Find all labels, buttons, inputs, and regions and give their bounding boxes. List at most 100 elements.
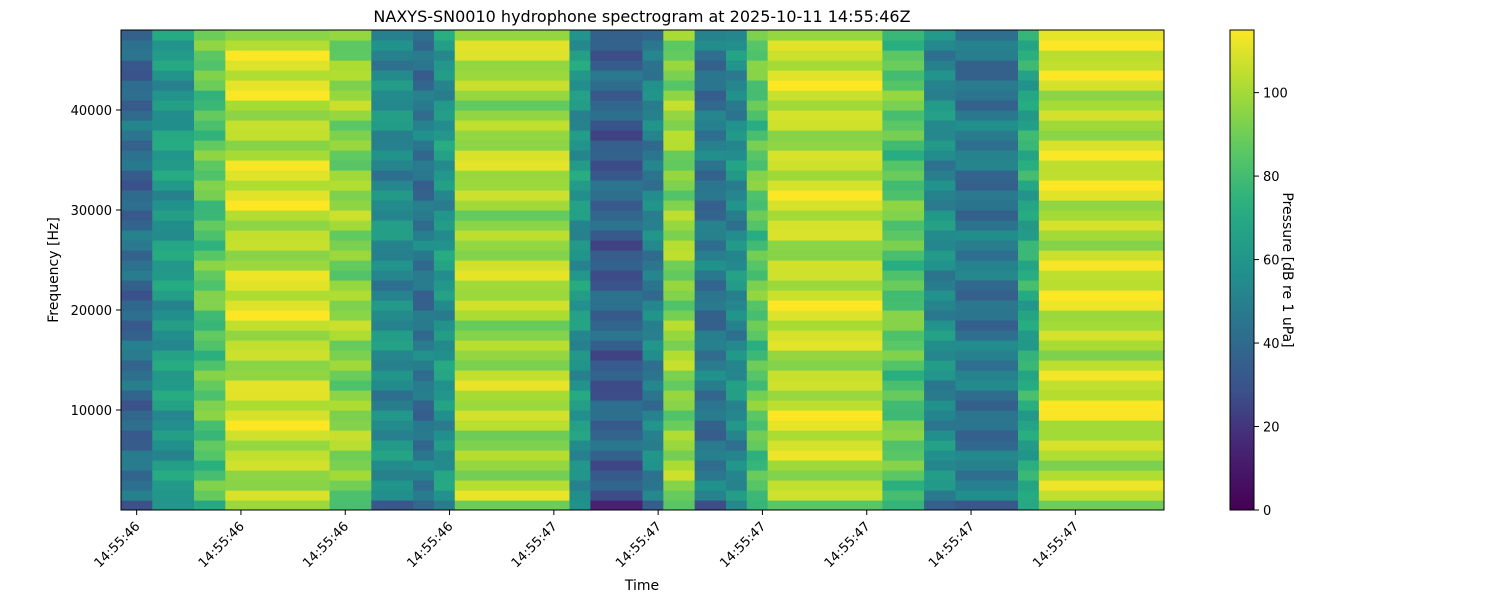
heatmap-cell [329, 190, 372, 201]
heatmap-cell [152, 480, 195, 491]
heatmap-cell [433, 170, 456, 181]
heatmap-cell [1038, 420, 1164, 431]
heatmap-cell [413, 110, 435, 121]
heatmap-cell [725, 480, 748, 491]
heatmap-cell [725, 490, 748, 501]
heatmap-cell [663, 130, 696, 141]
heatmap-cell [569, 60, 591, 71]
heatmap-cell [225, 410, 331, 421]
heatmap-cell [1038, 430, 1164, 441]
heatmap-cell [882, 30, 925, 41]
heatmap-cell [1038, 140, 1164, 151]
heatmap-cell [121, 120, 153, 131]
heatmap-cell [725, 110, 748, 121]
heatmap-cell [225, 80, 331, 91]
heatmap-cell [725, 400, 748, 411]
heatmap-cell [454, 390, 571, 401]
heatmap-cell [569, 170, 591, 181]
y-tick-label: 40000 [71, 104, 112, 119]
heatmap-cell [1038, 30, 1164, 41]
heatmap-cell [746, 460, 769, 471]
heatmap-cell [329, 480, 372, 491]
heatmap-cell [225, 250, 331, 261]
heatmap-cell [1017, 270, 1040, 281]
heatmap-cell [767, 220, 883, 231]
heatmap-cell [1038, 160, 1164, 171]
heatmap-cell [569, 470, 591, 481]
heatmap-cell [413, 410, 435, 421]
heatmap-cell [746, 350, 769, 361]
heatmap-cell [194, 240, 226, 251]
heatmap-cell [924, 490, 956, 501]
heatmap-cell [642, 150, 664, 161]
heatmap-cell [663, 420, 696, 431]
heatmap-cell [225, 290, 331, 301]
heatmap-cell [924, 450, 956, 461]
heatmap-cell [121, 80, 153, 91]
heatmap-cell [194, 120, 226, 131]
heatmap-cell [569, 240, 591, 251]
heatmap-cell [590, 490, 644, 501]
heatmap-cell [454, 60, 571, 71]
heatmap-cell [590, 330, 644, 341]
heatmap-cell [225, 310, 331, 321]
heatmap-cell [746, 410, 769, 421]
heatmap-cell [725, 260, 748, 271]
heatmap-cell [329, 280, 372, 291]
heatmap-cell [1038, 380, 1164, 391]
heatmap-cell [663, 450, 696, 461]
heatmap-cell [746, 290, 769, 301]
heatmap-cell [454, 280, 571, 291]
heatmap-cell [767, 280, 883, 291]
x-tick-label: 14:55:46 [196, 519, 248, 571]
heatmap-cell [746, 330, 769, 341]
heatmap-cell [955, 280, 1019, 291]
heatmap-cell [663, 280, 696, 291]
heatmap-cell [882, 50, 925, 61]
heatmap-cell [454, 460, 571, 471]
heatmap-cell [329, 320, 372, 331]
heatmap-cell [1038, 320, 1164, 331]
heatmap-cell [329, 60, 372, 71]
heatmap-cell [924, 40, 956, 51]
heatmap-cell [225, 100, 331, 111]
heatmap-cell [454, 300, 571, 311]
heatmap-cell [955, 400, 1019, 411]
heatmap-cell [746, 230, 769, 241]
heatmap-cell [152, 170, 195, 181]
heatmap-cell [767, 400, 883, 411]
heatmap-cell [371, 40, 414, 51]
heatmap-cell [882, 170, 925, 181]
heatmap-cell [694, 360, 727, 371]
heatmap-cell [225, 420, 331, 431]
heatmap-cell [194, 160, 226, 171]
heatmap-cell [194, 40, 226, 51]
heatmap-cell [225, 180, 331, 191]
heatmap-cell [1017, 90, 1040, 101]
heatmap-cell [1038, 240, 1164, 251]
heatmap-cell [194, 250, 226, 261]
heatmap-cell [433, 490, 456, 501]
heatmap-cell [663, 350, 696, 361]
heatmap-cell [433, 220, 456, 231]
heatmap-cell [955, 230, 1019, 241]
heatmap-cell [569, 290, 591, 301]
heatmap-cell [454, 310, 571, 321]
heatmap-cell [767, 90, 883, 101]
heatmap-cell [1017, 480, 1040, 491]
x-tick-label: 14:55:47 [509, 519, 561, 571]
heatmap-cell [663, 180, 696, 191]
heatmap-cell [413, 460, 435, 471]
heatmap-cell [882, 330, 925, 341]
heatmap-cell [454, 30, 571, 41]
heatmap-cell [663, 320, 696, 331]
heatmap-cell [329, 170, 372, 181]
heatmap-cell [882, 390, 925, 401]
heatmap-cell [767, 480, 883, 491]
heatmap-cell [1017, 120, 1040, 131]
heatmap-cell [225, 470, 331, 481]
heatmap-cell [413, 180, 435, 191]
heatmap-cell [882, 100, 925, 111]
heatmap-cell [454, 330, 571, 341]
heatmap-cell [569, 230, 591, 241]
